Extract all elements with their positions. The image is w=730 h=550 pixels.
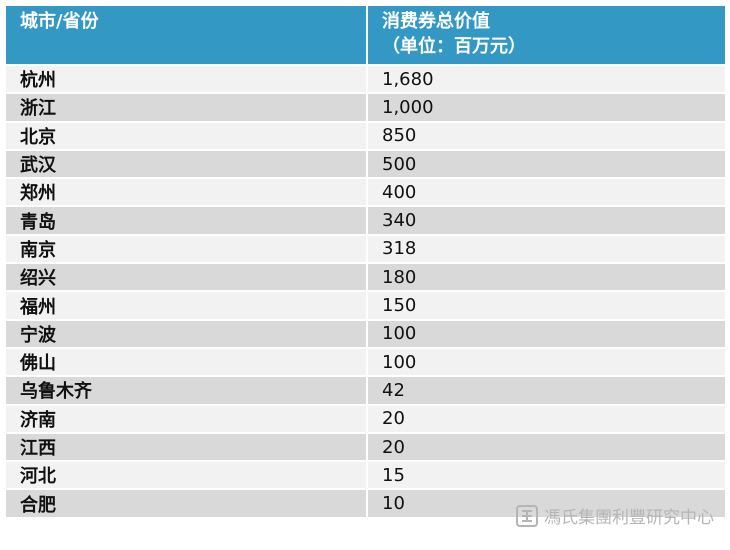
header-value: 消费券总价值 （单位：百万元）: [366, 4, 727, 66]
value-cell: 20: [366, 431, 727, 463]
table-row: 浙江 1,000: [4, 92, 727, 123]
value-cell: 42: [366, 375, 727, 406]
value-cell: 100: [366, 346, 727, 378]
value-cell: 10: [366, 488, 727, 519]
value-cell: 1,000: [366, 92, 727, 123]
table-row: 南京 318: [4, 233, 727, 265]
watermark: 馮氏集團利豐研究中心: [516, 503, 714, 528]
city-cell: 北京: [4, 120, 368, 151]
watermark-logo: [516, 504, 538, 527]
city-cell: 乌鲁木齐: [4, 375, 368, 406]
table-row: 乌鲁木齐 42: [4, 375, 727, 406]
table-row: 青岛 340: [4, 205, 727, 236]
city-cell: 青岛: [4, 205, 368, 236]
table-row: 宁波 100: [4, 318, 727, 349]
city-cell: 武汉: [4, 148, 368, 180]
city-cell: 江西: [4, 431, 368, 463]
city-cell: 宁波: [4, 318, 368, 349]
value-cell: 400: [366, 177, 727, 208]
value-cell: 318: [366, 233, 727, 265]
header-row: 城市/省份 消费券总价值 （单位：百万元）: [4, 4, 727, 66]
city-cell: 河北: [4, 460, 368, 491]
data-table: 城市/省份 消费券总价值 （单位：百万元） 杭州 1,680 浙江 1,000 北京 850…: [4, 4, 727, 519]
table-row: 绍兴 180: [4, 262, 727, 293]
value-cell: 1,680: [366, 63, 727, 95]
table-row: 济南 20: [4, 403, 727, 434]
value-cell: 340: [366, 205, 727, 236]
header-city: 城市/省份: [4, 4, 368, 66]
watermark-text: 馮氏集團利豐研究中心: [544, 508, 714, 528]
table-row: 江西 20: [4, 431, 727, 463]
value-cell: 500: [366, 148, 727, 180]
city-cell: 南京: [4, 233, 368, 265]
table-row: 杭州 1,680: [4, 63, 727, 95]
value-cell: 180: [366, 262, 727, 293]
table-body: 杭州 1,680 浙江 1,000 北京 850 武汉 500 郑州 400 青岛 340 南京 318 绍…: [4, 63, 727, 519]
table-row: 福州 150: [4, 290, 727, 321]
table-row: 佛山 100: [4, 346, 727, 378]
city-cell: 佛山: [4, 346, 368, 378]
table-row: 北京 850: [4, 120, 727, 151]
header-value-unit: （单位：百万元）: [382, 36, 526, 57]
city-cell: 济南: [4, 403, 368, 434]
city-cell: 绍兴: [4, 262, 368, 293]
table-row: 河北 15: [4, 460, 727, 491]
value-cell: 150: [366, 290, 727, 321]
header-value-title: 消费券总价值: [382, 11, 490, 32]
value-cell: 20: [366, 403, 727, 434]
city-cell: 郑州: [4, 177, 368, 208]
value-cell: 100: [366, 318, 727, 349]
city-cell: 福州: [4, 290, 368, 321]
table-row: 郑州 400: [4, 177, 727, 208]
table-row: 合肥 10: [4, 488, 727, 519]
table-row: 武汉 500: [4, 148, 727, 180]
city-cell: 浙江: [4, 92, 368, 123]
city-cell: 杭州: [4, 63, 368, 95]
value-cell: 850: [366, 120, 727, 151]
value-cell: 15: [366, 460, 727, 491]
city-cell: 合肥: [4, 488, 368, 519]
